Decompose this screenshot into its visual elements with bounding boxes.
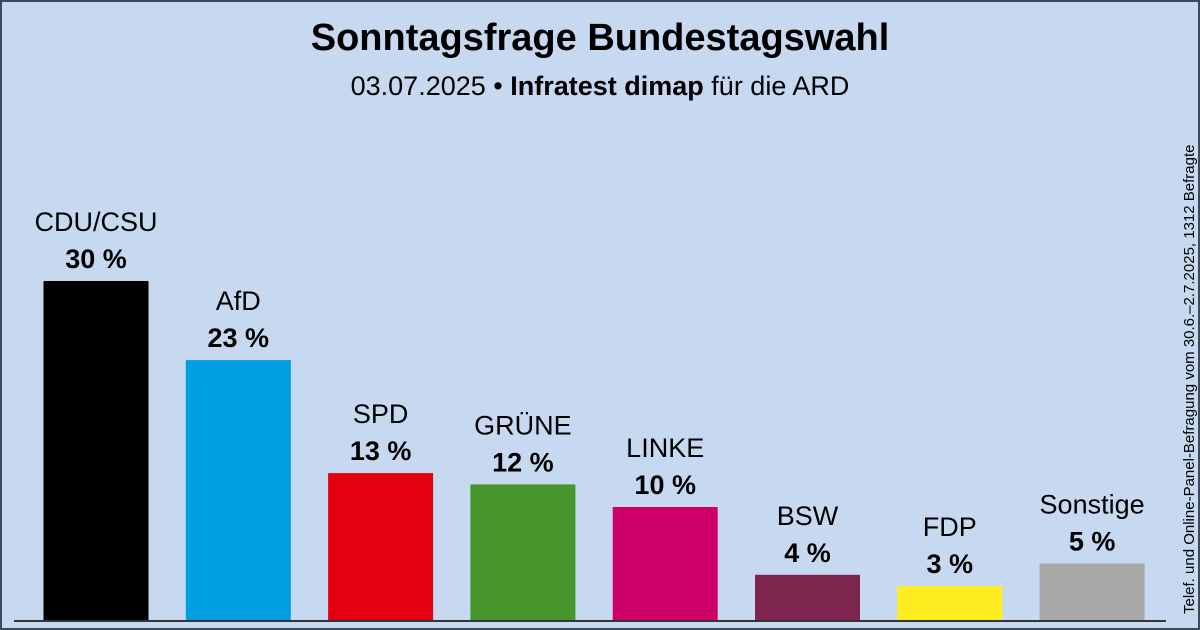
subtitle-client: für die ARD [711, 71, 849, 101]
category-label: Sonstige [1040, 490, 1145, 520]
value-label: 10 % [634, 470, 696, 500]
bar [1039, 563, 1145, 620]
category-label: AfD [216, 286, 261, 316]
category-label: BSW [777, 501, 839, 531]
category-label: SPD [353, 399, 409, 429]
bar [470, 484, 576, 620]
category-label: FDP [923, 512, 977, 542]
category-label: LINKE [626, 433, 704, 463]
category-label: GRÜNE [474, 410, 572, 440]
bar [612, 507, 718, 620]
value-label: 3 % [927, 549, 974, 579]
bar [328, 473, 434, 620]
bar [185, 360, 291, 620]
bar [897, 586, 1003, 620]
value-label: 12 % [492, 447, 554, 477]
value-label: 30 % [65, 244, 127, 274]
chart-subtitle: 03.07.2025 • Infratest dimap für die ARD [351, 71, 850, 101]
category-label: CDU/CSU [34, 207, 157, 237]
subtitle-institute: Infratest dimap [510, 71, 704, 101]
value-label: 4 % [784, 538, 831, 568]
value-label: 23 % [208, 323, 270, 353]
value-label: 5 % [1069, 527, 1116, 557]
value-label: 13 % [350, 436, 412, 466]
bar [755, 574, 860, 620]
subtitle-date: 03.07.2025 • [351, 71, 503, 101]
bar [43, 281, 149, 620]
survey-note: Telef. und Online-Panel-Befragung vom 30… [1181, 145, 1198, 615]
chart-title: Sonntagsfrage Bundestagswahl [311, 17, 890, 59]
